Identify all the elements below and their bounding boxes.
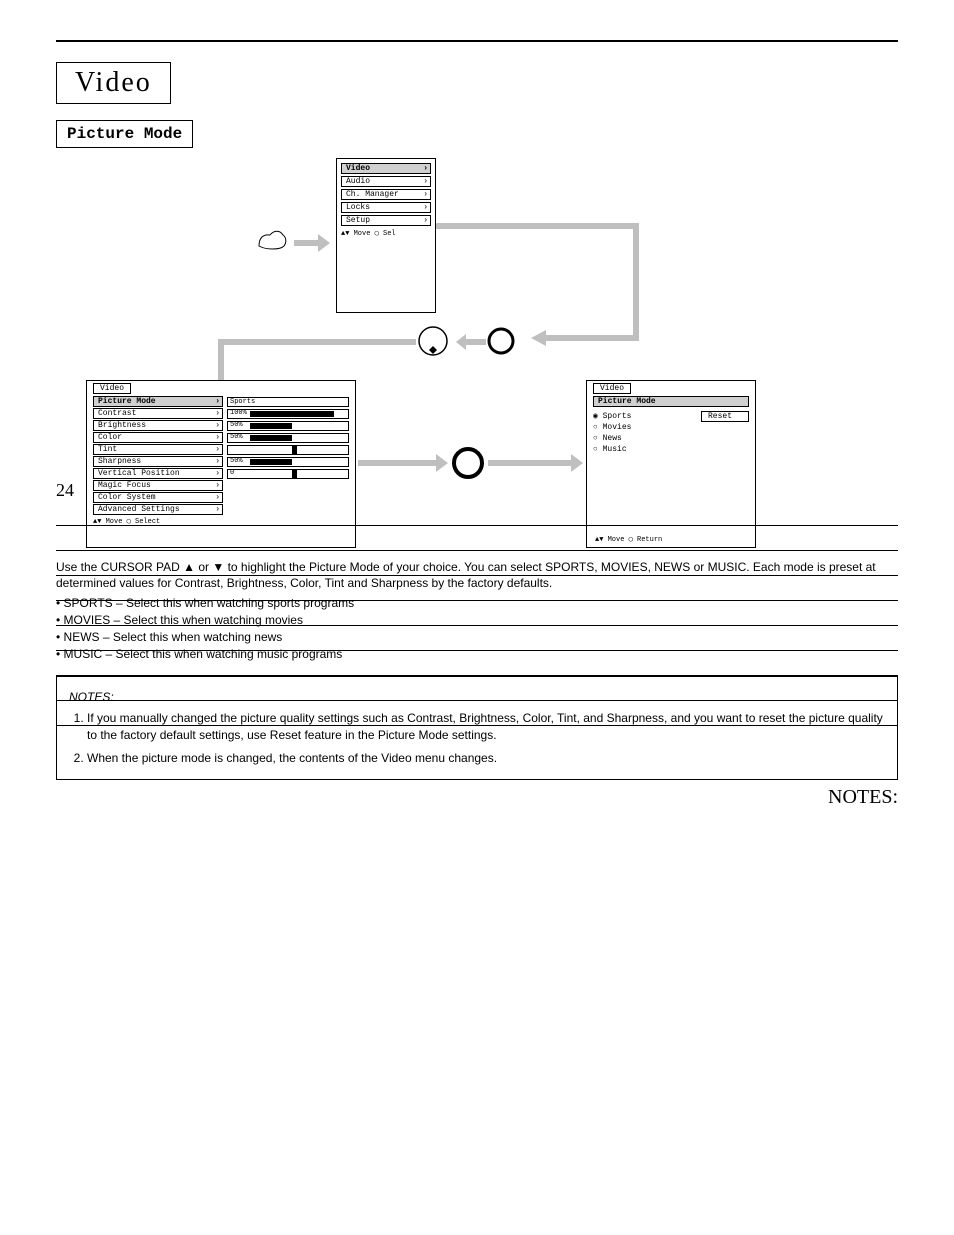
slider-thumb xyxy=(292,469,297,479)
slider-value: 50% xyxy=(230,457,243,465)
slider-fill xyxy=(250,411,334,417)
pm-subtab: Picture Mode xyxy=(593,396,749,407)
slider-track[interactable]: 50% xyxy=(227,457,349,467)
video-menu-item[interactable]: Brightness› xyxy=(93,420,223,431)
note-line xyxy=(56,701,898,726)
note-line xyxy=(56,676,898,701)
chevron-right-icon: › xyxy=(215,433,220,442)
slider-thumb xyxy=(292,445,297,455)
picture-mode-option[interactable]: ○ News xyxy=(593,434,697,443)
notes-lines-area: 24 xyxy=(56,480,898,750)
slider-fill xyxy=(250,435,292,441)
main-menu-hint: ▲▼ Move ◯ Sel xyxy=(337,228,435,239)
video-menu-item[interactable]: Color› xyxy=(93,432,223,443)
slider-fill xyxy=(250,423,292,429)
main-menu-item[interactable]: Locks› xyxy=(341,202,431,213)
chevron-right-icon: › xyxy=(423,216,428,225)
note-line xyxy=(56,651,898,676)
note-line xyxy=(56,501,898,526)
chevron-right-icon: › xyxy=(215,421,220,430)
slider-fill xyxy=(250,459,292,465)
select-knob-thick2-icon xyxy=(451,446,485,480)
video-menu-item[interactable]: Vertical Position› xyxy=(93,468,223,479)
radio-icon: ◉ xyxy=(593,412,598,421)
main-menu-item[interactable]: Audio› xyxy=(341,176,431,187)
chevron-right-icon: › xyxy=(215,457,220,466)
arrow-between-knobs-icon xyxy=(456,334,486,350)
pm-tab: Video xyxy=(593,383,631,394)
note-line xyxy=(56,601,898,626)
picture-mode-option[interactable]: ◉ Sports xyxy=(593,411,697,421)
chevron-right-icon: › xyxy=(423,190,428,199)
slider-value: 50% xyxy=(230,421,243,429)
main-menu-panel: Video› Audio› Ch. Manager› Locks› Setup› ▲▼ … xyxy=(336,158,436,313)
slider-value: 50% xyxy=(230,433,243,441)
note-item: When the picture mode is changed, the co… xyxy=(87,750,885,767)
main-menu-item[interactable]: Setup› xyxy=(341,215,431,226)
main-menu-item[interactable]: Ch. Manager› xyxy=(341,189,431,200)
section-picture-mode: Picture Mode xyxy=(56,120,193,148)
picture-mode-option[interactable]: ○ Movies xyxy=(593,423,697,432)
note-line xyxy=(56,576,898,601)
select-knob-ring-icon xyxy=(416,324,450,358)
slider-track[interactable]: 0 xyxy=(227,469,349,479)
video-menu-item[interactable]: Contrast› xyxy=(93,408,223,419)
arrow-knob2-to-pm-icon xyxy=(488,454,583,472)
chevron-right-icon: › xyxy=(423,164,428,173)
slider-track[interactable]: 100% xyxy=(227,409,349,419)
chevron-right-icon: › xyxy=(215,469,220,478)
slider-track[interactable] xyxy=(227,445,349,455)
slider-value: 100% xyxy=(230,409,247,417)
chevron-right-icon: › xyxy=(423,203,428,212)
chevron-right-icon: › xyxy=(215,445,220,454)
note-line xyxy=(56,551,898,576)
video-menu-tab: Video xyxy=(93,383,131,394)
picture-mode-value: Sports xyxy=(227,397,349,407)
radio-icon: ○ xyxy=(593,423,598,432)
note-line xyxy=(56,526,898,551)
radio-icon: ○ xyxy=(593,434,598,443)
select-knob-thick-icon xyxy=(486,326,516,356)
picture-mode-option[interactable]: ○ Music xyxy=(593,445,697,454)
slider-track[interactable]: 50% xyxy=(227,421,349,431)
video-title: Video xyxy=(56,62,171,104)
radio-icon: ○ xyxy=(593,445,598,454)
video-menu-item[interactable]: Picture Mode› xyxy=(93,396,223,407)
slider-value: 0 xyxy=(230,469,234,477)
arrow-hand-to-menu-icon xyxy=(294,234,330,252)
video-menu-item[interactable]: Sharpness› xyxy=(93,456,223,467)
chevron-right-icon: › xyxy=(215,409,220,418)
slider-track[interactable]: 50% xyxy=(227,433,349,443)
reset-button[interactable]: Reset xyxy=(701,411,749,422)
video-menu-item[interactable]: Tint› xyxy=(93,444,223,455)
chevron-right-icon: › xyxy=(423,177,428,186)
pointer-hand-icon xyxy=(256,228,290,256)
chevron-right-icon: › xyxy=(215,397,220,406)
note-line xyxy=(56,626,898,651)
arrow-video-to-knob2-icon xyxy=(358,454,448,472)
main-menu-item[interactable]: Video› xyxy=(341,163,431,174)
page-number: 24 xyxy=(56,480,74,501)
